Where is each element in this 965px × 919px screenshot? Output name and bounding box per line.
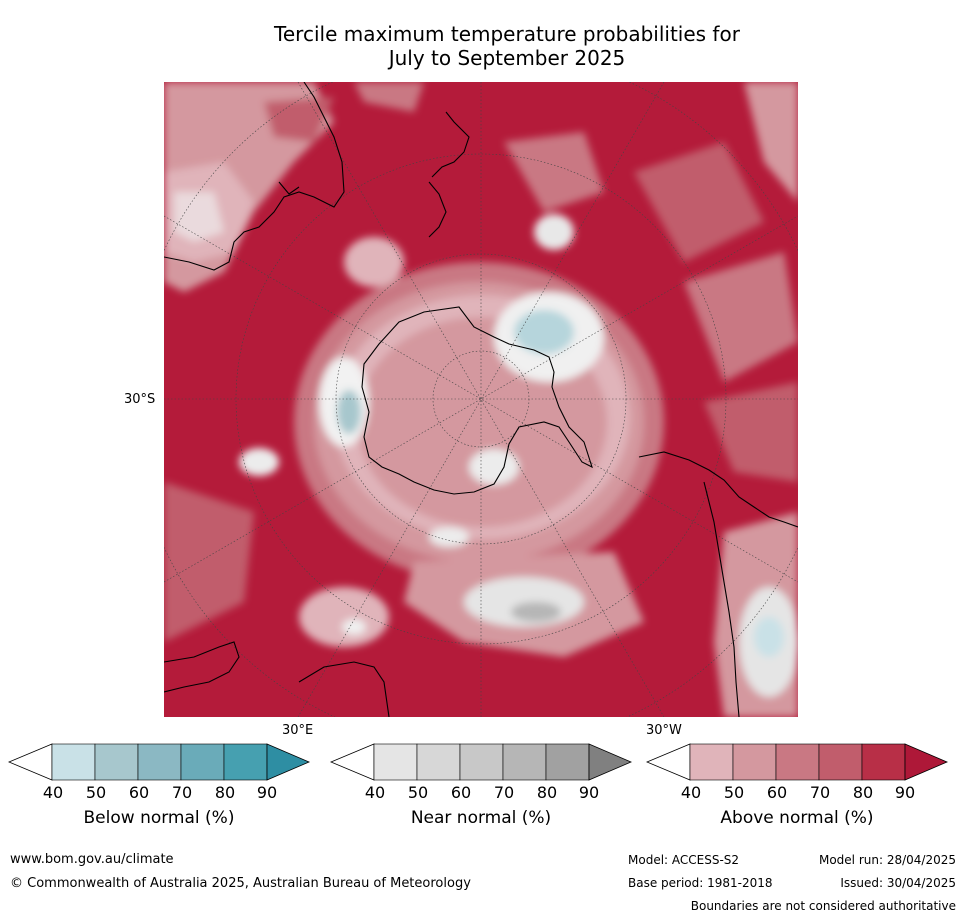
latitude-label-30s: 30°S [124,392,156,407]
longitude-label-30e: 30°E [282,723,314,738]
model-run: Model run: 28/04/2025 [818,853,956,867]
colorbar-extend-high [588,743,632,781]
colorbar-segment [94,743,139,781]
colorbar-extend-low [646,743,691,781]
map-title-line1: Tercile maximum temperature probabilitie… [274,22,740,46]
colorbar-extend-high [904,743,948,781]
colorbar-tick: 40 [42,783,64,802]
graticule [164,82,798,717]
colorbar-segment [818,743,863,781]
colorbar-tick: 60 [450,783,472,802]
colorbar-segment [137,743,182,781]
colorbar-segment [861,743,906,781]
copyright-text: © Commonwealth of Australia 2025, Austra… [10,876,471,891]
coastlines [164,82,798,717]
website-link[interactable]: www.bom.gov.au/climate [10,852,174,867]
colorbar-near-title: Near normal (%) [410,808,552,828]
colorbar-below-title: Below normal (%) [83,808,235,828]
colorbar-segment [180,743,225,781]
colorbar-tick: 90 [894,783,916,802]
longitude-label-30w: 30°W [646,723,682,738]
colorbar-segment [459,743,504,781]
map-title-line2: July to September 2025 [388,46,626,70]
colorbar-tick: 60 [766,783,788,802]
base-period: Base period: 1981-2018 [628,876,773,890]
colorbar-below [8,743,310,781]
colorbar-segment [223,743,268,781]
colorbar-tick: 80 [852,783,874,802]
disclaimer: Boundaries are not considered authoritat… [690,899,956,913]
colorbar-extend-high [266,743,310,781]
map-title: Tercile maximum temperature probabilitie… [0,22,965,70]
colorbar-tick: 40 [364,783,386,802]
colorbar-above-title: Above normal (%) [720,808,874,828]
probability-shading [164,82,798,717]
model-name: Model: ACCESS-S2 [628,853,740,867]
colorbar-tick: 50 [407,783,429,802]
issued-date: Issued: 30/04/2025 [840,876,956,890]
colorbar-tick: 50 [723,783,745,802]
colorbar-tick: 90 [256,783,278,802]
colorbar-tick: 90 [578,783,600,802]
colorbar-segment [373,743,418,781]
colorbar-segment [416,743,461,781]
colorbar-tick: 60 [128,783,150,802]
colorbar-tick: 70 [171,783,193,802]
colorbar-segment [732,743,777,781]
map-svg [164,82,798,717]
colorbar-above [646,743,948,781]
colorbar-tick: 80 [536,783,558,802]
colorbar-segment [502,743,547,781]
colorbar-extend-low [330,743,375,781]
colorbar-near [330,743,632,781]
colorbar-tick: 70 [809,783,831,802]
colorbar-extend-low [8,743,53,781]
colorbar-tick: 40 [680,783,702,802]
colorbar-tick: 50 [85,783,107,802]
colorbar-segment [545,743,590,781]
colorbar-segment [51,743,96,781]
colorbar-tick: 70 [493,783,515,802]
colorbar-tick: 80 [214,783,236,802]
colorbar-segment [689,743,734,781]
probability-map [164,82,798,717]
colorbar-segment [775,743,820,781]
